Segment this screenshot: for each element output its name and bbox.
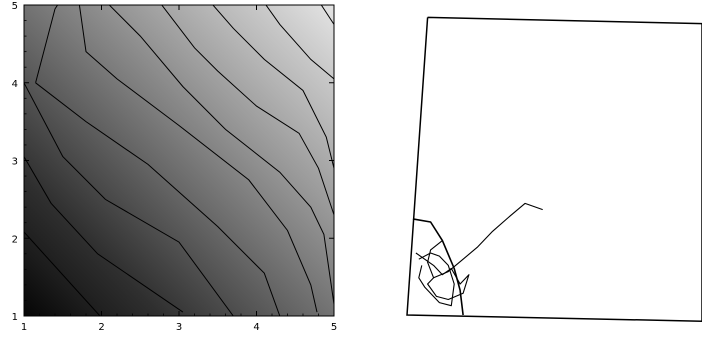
x-axis-ticks: 1 2 3 4 5: [21, 5, 337, 333]
contour-line: [24, 82, 234, 316]
trajectory-plot: [406, 16, 702, 322]
y-tick-label: 4: [12, 79, 18, 90]
contour-line: [212, 5, 334, 169]
y-tick-label: 1: [12, 312, 18, 323]
x-tick-label: 2: [98, 322, 104, 333]
trajectory-path: [427, 202, 543, 279]
contour-line: [161, 5, 334, 216]
contour-line: [265, 5, 334, 80]
contour-line: [24, 156, 184, 313]
contour-line: [78, 5, 318, 313]
trajectory-series: [412, 202, 543, 316]
contour-line: [320, 5, 334, 25]
trajectory-path: [415, 252, 470, 301]
contour-plot: 1 2 3 4 5 1 2 3 4 5: [12, 1, 338, 333]
trajectory-frame: [406, 16, 702, 322]
contour-line: [35, 82, 281, 316]
x-tick-label: 5: [331, 322, 337, 333]
y-tick-label: 2: [12, 234, 18, 245]
x-tick-label: 4: [253, 322, 259, 333]
trajectory-path: [418, 252, 455, 307]
contour-line: [35, 5, 59, 83]
contour-lines: [24, 5, 334, 316]
contour-line: [108, 5, 334, 305]
y-tick-label: 3: [12, 157, 18, 168]
x-tick-label: 1: [21, 322, 27, 333]
y-axis-ticks: 1 2 3 4 5: [12, 1, 334, 323]
x-tick-label: 3: [176, 322, 182, 333]
y-tick-label: 5: [12, 1, 18, 12]
contour-fills: [24, 5, 334, 316]
contour-fill: [24, 5, 334, 316]
contour-line: [24, 231, 101, 316]
